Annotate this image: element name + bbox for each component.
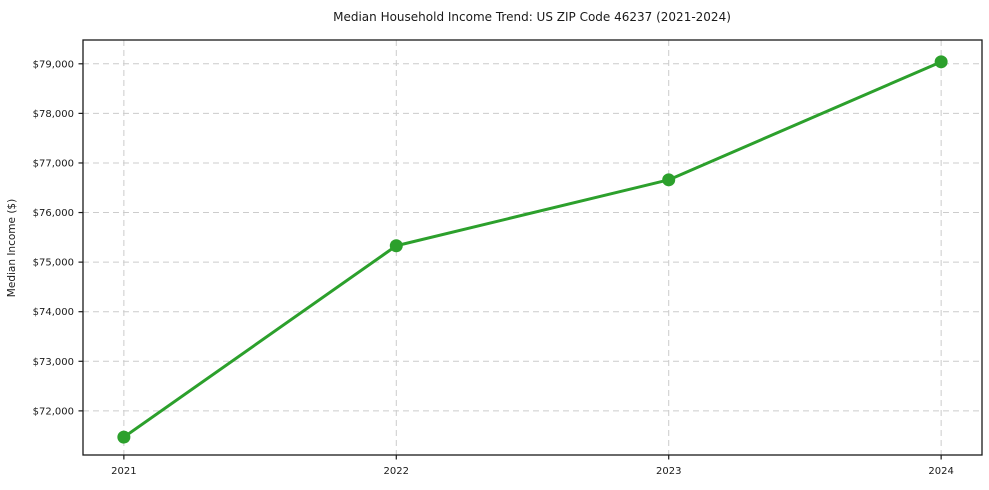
y-tick-label: $76,000 bbox=[33, 208, 74, 219]
y-tick-label: $78,000 bbox=[33, 109, 74, 120]
x-tick-label: 2021 bbox=[111, 466, 136, 477]
data-point-2022 bbox=[389, 239, 403, 253]
data-point-2023 bbox=[662, 173, 676, 187]
y-axis-label: Median Income ($) bbox=[6, 199, 18, 297]
chart-title: Median Household Income Trend: US ZIP Co… bbox=[333, 10, 731, 24]
income-trend-line bbox=[122, 60, 943, 439]
data-point-2021 bbox=[117, 430, 131, 444]
grid-layer bbox=[83, 40, 982, 455]
data-point-2024 bbox=[934, 55, 948, 69]
y-tick-label: $73,000 bbox=[33, 357, 74, 368]
y-tick-label: $74,000 bbox=[33, 307, 74, 318]
plot-border bbox=[82, 39, 983, 456]
y-tick-label: $79,000 bbox=[33, 59, 74, 70]
x-tick-label: 2024 bbox=[928, 466, 953, 477]
series-layer bbox=[117, 55, 948, 444]
x-tick-label: 2023 bbox=[656, 466, 681, 477]
y-tick-label: $77,000 bbox=[33, 158, 74, 169]
axis-layer: $72,000 $73,000 $74,000 $75,000 $76,000 $77,0… bbox=[33, 39, 983, 477]
y-tick-label: $75,000 bbox=[33, 258, 74, 269]
y-tick-label: $72,000 bbox=[33, 406, 74, 417]
x-tick-label: 2022 bbox=[384, 466, 409, 477]
